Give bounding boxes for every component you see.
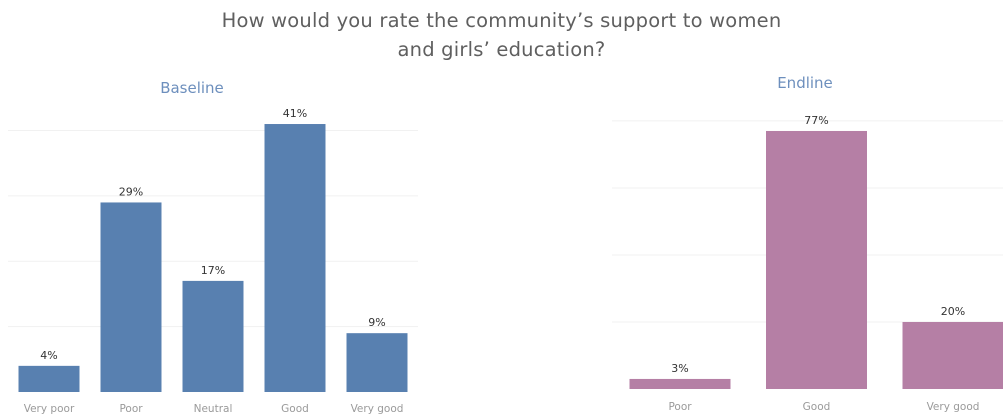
baseline-bar — [18, 365, 80, 392]
baseline-panel: Baseline 4% Very poor 29% Poor 17% Neutral 41% G… — [8, 79, 418, 415]
baseline-title: Baseline — [160, 79, 224, 97]
baseline-tick-label: Very poor — [24, 403, 75, 415]
baseline-tick-label: Very good — [351, 403, 404, 415]
baseline-tick-label: Poor — [119, 403, 143, 415]
endline-panel: Endline 3% Poor 77% Good 20% Very good — [612, 74, 1003, 413]
baseline-tick-label: Neutral — [194, 403, 233, 415]
baseline-bar — [100, 202, 162, 392]
baseline-bar — [346, 333, 408, 392]
chart-title: How would you rate the community’s suppo… — [0, 6, 1003, 64]
baseline-data-label: 4% — [40, 349, 57, 362]
endline-data-label: 77% — [804, 114, 828, 127]
chart-title-line-1: How would you rate the community’s suppo… — [221, 9, 782, 32]
baseline-data-label: 41% — [283, 107, 307, 120]
endline-bar — [902, 321, 1003, 389]
endline-data-label: 3% — [671, 362, 688, 375]
baseline-tick-label: Good — [281, 403, 309, 415]
endline-tick-label: Good — [803, 401, 831, 413]
baseline-bar — [182, 280, 244, 392]
endline-tick-label: Poor — [668, 401, 692, 413]
chart-title-line-2: and girls’ education? — [397, 38, 606, 61]
endline-bar — [766, 130, 867, 389]
baseline-data-label: 29% — [119, 185, 143, 198]
baseline-bar — [264, 124, 326, 393]
baseline-data-label: 17% — [201, 264, 225, 277]
endline-bar — [629, 378, 731, 389]
endline-title: Endline — [777, 74, 833, 92]
endline-tick-label: Very good — [927, 401, 980, 413]
endline-data-label: 20% — [941, 305, 965, 318]
baseline-data-label: 9% — [368, 316, 385, 329]
